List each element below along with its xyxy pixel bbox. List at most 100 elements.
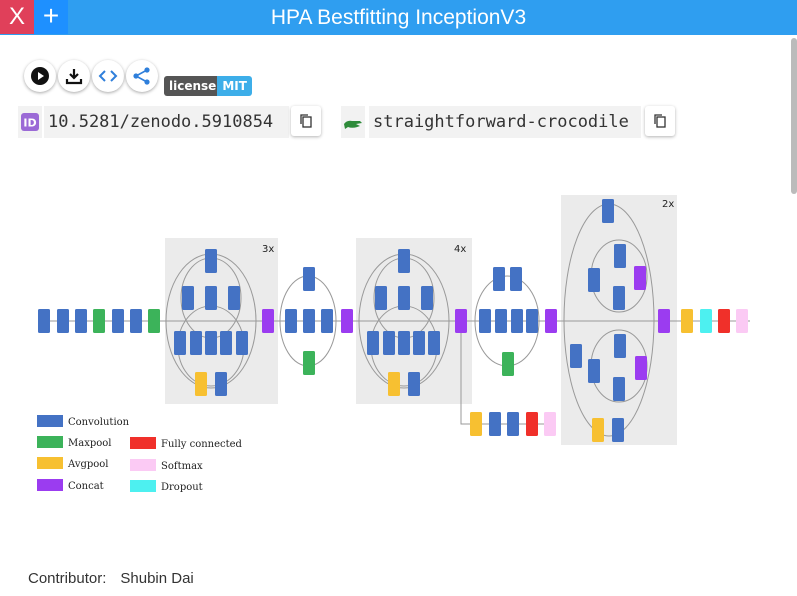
layer-block <box>614 334 626 358</box>
layer-block <box>398 331 410 355</box>
layer-block <box>588 359 600 383</box>
svg-text:ID: ID <box>23 117 36 130</box>
layer-block <box>75 309 87 333</box>
layer-block <box>383 331 395 355</box>
layer-block <box>190 331 202 355</box>
layer-block <box>613 377 625 401</box>
layer-block <box>544 412 556 436</box>
legend-label: Avgpool <box>67 459 109 470</box>
legend-swatch <box>130 480 156 492</box>
play-icon <box>31 67 49 85</box>
connector-line <box>460 321 550 425</box>
contributor-name: Shubin Dai <box>120 570 194 587</box>
download-button[interactable] <box>58 60 90 92</box>
legend-label: Convolution <box>68 417 130 428</box>
layer-block <box>489 412 501 436</box>
layer-block <box>507 412 519 436</box>
layer-block <box>718 309 730 333</box>
model-architecture-figure: 3x 4x 2x Convolution Maxpool Avgpool Concat… <box>37 195 750 493</box>
code-button[interactable] <box>92 60 124 92</box>
doi-value: 10.5281/zenodo.5910854 <box>44 106 289 138</box>
legend-swatch <box>37 479 63 491</box>
layer-block <box>148 309 160 333</box>
figure-legend: Convolution Maxpool Avgpool Concat Fully con… <box>37 415 243 493</box>
layer-block <box>510 267 522 291</box>
layer-block <box>228 286 240 310</box>
layer-block <box>398 286 410 310</box>
module-background <box>561 195 677 445</box>
scrollbar-thumb[interactable] <box>791 38 797 194</box>
add-button[interactable]: + <box>34 0 68 34</box>
layer-block <box>635 356 647 380</box>
layer-block <box>174 331 186 355</box>
copy-icon <box>654 114 666 128</box>
layer-block <box>588 268 600 292</box>
layer-block <box>511 309 523 333</box>
layer-block <box>613 286 625 310</box>
layer-block <box>479 309 491 333</box>
download-icon <box>65 69 83 85</box>
layer-block <box>303 351 315 375</box>
architecture-diagram <box>38 195 750 445</box>
layer-block <box>526 309 538 333</box>
copy-nickname-button[interactable] <box>645 106 675 136</box>
copy-icon <box>300 114 312 128</box>
legend-swatch <box>130 437 156 449</box>
share-icon <box>133 67 150 85</box>
layer-block <box>592 418 604 442</box>
legend-swatch <box>130 459 156 471</box>
layer-block <box>303 267 315 291</box>
layer-block <box>220 331 232 355</box>
legend-label: Concat <box>68 481 104 492</box>
copy-doi-button[interactable] <box>291 106 321 136</box>
layer-block <box>658 309 670 333</box>
legend-swatch <box>37 415 63 427</box>
layer-block <box>130 309 142 333</box>
layer-block <box>612 418 624 442</box>
layer-block <box>634 266 646 290</box>
repeat-label-3: 2x <box>662 199 674 210</box>
title-bar: X + HPA Bestfitting InceptionV3 <box>0 0 797 35</box>
repeat-label-1: 3x <box>262 244 274 255</box>
license-badge-value: MIT <box>217 76 252 96</box>
layer-block <box>526 412 538 436</box>
layer-block <box>38 309 50 333</box>
run-button[interactable] <box>24 60 56 92</box>
layer-block <box>398 249 410 273</box>
layer-block <box>182 286 194 310</box>
layer-block <box>502 352 514 376</box>
legend-swatch <box>37 436 63 448</box>
layer-block <box>493 267 505 291</box>
repeat-label-2: 4x <box>454 244 466 255</box>
layer-block <box>602 199 614 223</box>
layer-block <box>205 286 217 310</box>
layer-block <box>614 244 626 268</box>
legend-label: Dropout <box>161 482 203 493</box>
contributor-row: Contributor: Shubin Dai <box>28 570 194 587</box>
layer-block <box>470 412 482 436</box>
layer-block <box>570 344 582 368</box>
legend-label: Maxpool <box>68 438 111 449</box>
license-badge-label: license <box>164 76 222 96</box>
layer-block <box>341 309 353 333</box>
layer-block <box>455 309 467 333</box>
close-button[interactable]: X <box>0 0 34 34</box>
layer-block <box>57 309 69 333</box>
crocodile-icon <box>341 106 365 138</box>
license-badge[interactable]: license MIT <box>164 76 252 96</box>
layer-block <box>262 309 274 333</box>
layer-block <box>215 372 227 396</box>
share-button[interactable] <box>126 60 158 92</box>
layer-block <box>736 309 748 333</box>
layer-block <box>303 309 315 333</box>
layer-block <box>388 372 400 396</box>
legend-label: Softmax <box>161 461 203 472</box>
layer-block <box>205 249 217 273</box>
legend-swatch <box>37 457 63 469</box>
contributor-label: Contributor: <box>28 570 107 587</box>
layer-block <box>375 286 387 310</box>
layer-block <box>205 331 217 355</box>
layer-block <box>545 309 557 333</box>
window-title: HPA Bestfitting InceptionV3 <box>270 6 527 29</box>
code-icon <box>98 70 118 82</box>
